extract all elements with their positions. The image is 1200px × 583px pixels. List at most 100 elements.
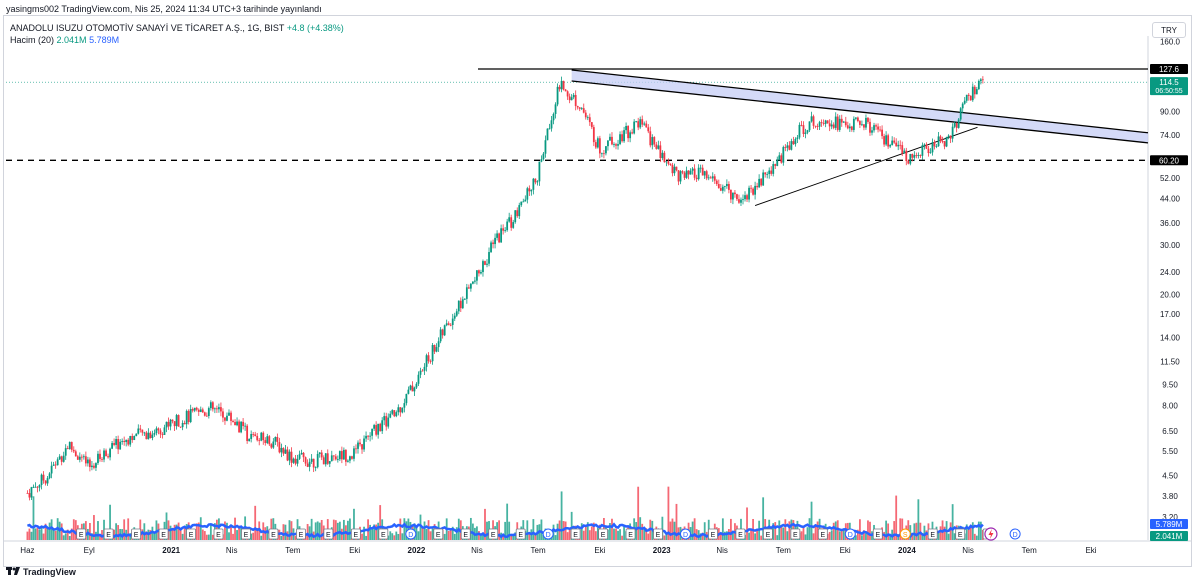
candle-body (425, 355, 428, 367)
candle-body (353, 448, 355, 459)
volume-bar (588, 530, 591, 540)
volume-bar (925, 530, 928, 540)
candle-body (254, 434, 257, 436)
volume-bar (911, 534, 914, 540)
candle-body (177, 415, 180, 427)
volume-bar (586, 522, 589, 540)
candle-body (838, 118, 841, 130)
volume-bar (746, 507, 748, 540)
volume-bar (373, 524, 376, 540)
candle-body (26, 492, 29, 494)
candle-body (873, 125, 875, 131)
candle-body (465, 287, 468, 299)
candle-body (736, 194, 738, 200)
candle-body (917, 155, 920, 156)
volume-bar (230, 526, 232, 540)
candle-body (719, 188, 722, 191)
volume-bar (290, 521, 293, 540)
candle-body (951, 126, 954, 139)
volume-bar (842, 529, 845, 540)
candle-body (469, 283, 472, 289)
currency-button[interactable]: TRY (1152, 22, 1186, 38)
earnings-marker-box (955, 528, 966, 540)
candle-body (191, 409, 194, 411)
candle-body (417, 374, 420, 384)
candle-body (711, 176, 714, 179)
volume-bar (256, 527, 259, 540)
volume-bar (619, 529, 621, 540)
candle-body (546, 128, 549, 141)
volume-bar (667, 486, 670, 540)
earnings-marker: E (955, 528, 966, 540)
candle-body (957, 119, 960, 128)
candle-body (758, 178, 761, 188)
earnings-marker-letter: E (79, 532, 84, 539)
candle-body (570, 97, 573, 101)
candle-body (804, 132, 807, 134)
candle-body (623, 130, 625, 142)
earnings-marker-box (488, 528, 499, 540)
volume-bar (532, 519, 535, 540)
candle-body (683, 172, 686, 178)
earnings-marker: E (653, 528, 663, 540)
candle-body (169, 419, 172, 427)
candle-body (131, 436, 134, 441)
volume-bar (869, 521, 871, 540)
volume-bar (590, 526, 593, 540)
candle-body (830, 124, 833, 127)
candle-body (949, 135, 952, 139)
candle-body (508, 217, 511, 222)
volume-bar (804, 534, 807, 540)
volume-bar (89, 523, 91, 540)
candle-body (246, 425, 249, 442)
candle-body (40, 474, 43, 486)
volume-bar (179, 530, 182, 540)
volume-label[interactable]: Hacim (20) (10, 35, 55, 45)
candle-body (516, 210, 519, 217)
volume-bar (266, 526, 269, 540)
volume-bar (697, 530, 700, 540)
candle-body (459, 300, 462, 309)
candle-body (691, 168, 694, 171)
candle-body (723, 186, 726, 187)
candle-body (850, 126, 853, 130)
x-tick-label: Tem (776, 546, 791, 555)
volume-bar (197, 522, 200, 540)
publish-line: yasingms002 TradingView.com, Nis 25, 202… (6, 4, 322, 14)
volume-bar (171, 529, 174, 540)
volume-bar (947, 533, 950, 540)
earnings-marker-letter: E (271, 532, 276, 539)
candle-body (320, 452, 323, 458)
volume-bar (109, 504, 111, 540)
candle-body (653, 137, 656, 145)
candle-body (105, 450, 107, 457)
volume-bar (377, 522, 380, 540)
volume-bar (28, 528, 31, 540)
volume-bar (969, 524, 972, 540)
candle-body (907, 160, 910, 164)
earnings-marker-letter: E (628, 532, 633, 539)
volume-bar (611, 518, 613, 540)
volume-bar (776, 535, 779, 540)
earnings-marker-letter: E (381, 532, 386, 539)
candle-body (542, 153, 545, 160)
volume-bar (661, 516, 664, 540)
candle-body (707, 177, 710, 179)
candle-body (248, 438, 251, 442)
candle-body (675, 166, 678, 171)
candle-body (921, 145, 924, 156)
candle-body (395, 412, 398, 417)
candle-body (155, 428, 158, 434)
earnings-marker-box (186, 528, 196, 540)
candle-body (903, 150, 906, 154)
volume-bar (175, 524, 178, 540)
candle-body (264, 440, 267, 443)
symbol-name[interactable]: ANADOLU ISUZU OTOMOTİV SANAYİ VE TİCARET… (10, 23, 285, 33)
candle-body (30, 487, 33, 498)
y-tick-label: 14.00 (1160, 334, 1181, 343)
candle-body (963, 100, 966, 104)
candle-body (544, 140, 547, 154)
candle-body (328, 461, 331, 464)
x-tick-label: Tem (285, 546, 300, 555)
